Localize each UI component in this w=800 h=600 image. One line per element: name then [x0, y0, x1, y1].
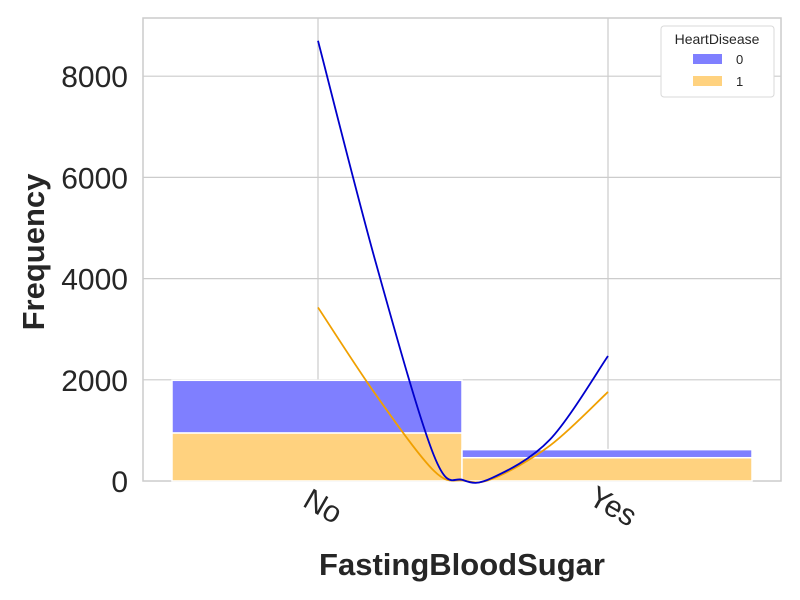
- bar-Yes-series-1: [461, 456, 753, 482]
- legend-label-1: 1: [736, 74, 743, 89]
- bar-Yes-series-0: [461, 448, 753, 459]
- x-tick-label: No: [298, 483, 348, 531]
- y-tick-label: 4000: [61, 264, 128, 297]
- bar-No-series-0: [171, 379, 463, 434]
- y-tick-label: 6000: [61, 162, 128, 195]
- y-axis-ticks: 0 2000 4000 6000 8000: [61, 61, 128, 499]
- y-tick-label: 0: [111, 466, 128, 499]
- legend-title: HeartDisease: [675, 31, 760, 47]
- legend-swatch-0: [693, 54, 722, 64]
- legend-swatch-1: [693, 76, 722, 86]
- y-tick-label: 2000: [61, 365, 128, 398]
- x-axis-ticks: No Yes: [298, 480, 642, 533]
- legend: HeartDisease 0 1: [660, 25, 775, 98]
- kde-curves: [317, 40, 609, 484]
- x-tick-label: Yes: [583, 480, 642, 533]
- kde-line-series-0: [317, 40, 609, 484]
- x-axis-label: FastingBloodSugar: [319, 547, 605, 582]
- bar-No-series-1: [171, 432, 463, 482]
- bars: [171, 379, 753, 482]
- legend-label-0: 0: [736, 52, 743, 67]
- y-axis-label: Frequency: [16, 173, 51, 331]
- y-tick-label: 8000: [61, 61, 128, 94]
